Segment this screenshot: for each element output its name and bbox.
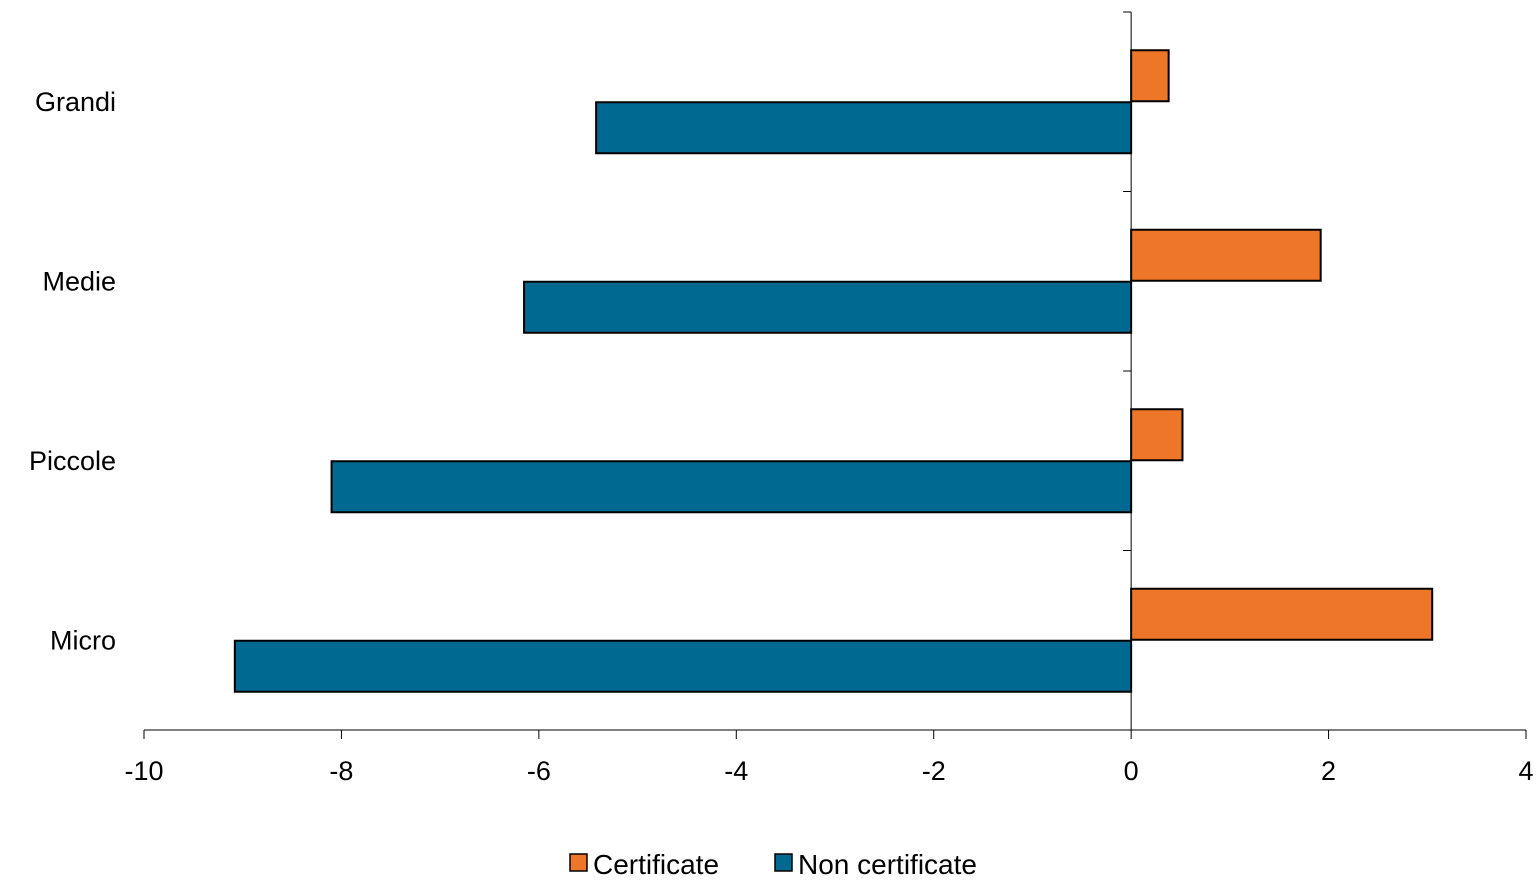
bar-non-certificate-micro bbox=[233, 639, 1133, 693]
x-tick-label: 4 bbox=[1518, 756, 1533, 786]
x-tick-label: -2 bbox=[922, 756, 946, 786]
legend-label-non-certificate: Non certificate bbox=[798, 849, 977, 880]
legend-label-certificate: Certificate bbox=[593, 849, 719, 880]
bar-non-certificate-piccole bbox=[330, 460, 1133, 514]
labels-layer: Micro Piccole Medie Grandi -10 -8 -6 -4 -2 0 2 4 bbox=[29, 87, 1534, 786]
bars-layer bbox=[233, 49, 1434, 693]
bar-certificate-medie bbox=[1130, 228, 1322, 282]
x-tick-label: 0 bbox=[1124, 756, 1139, 786]
bar-non-certificate-medie bbox=[523, 280, 1133, 334]
x-tick-label: -6 bbox=[527, 756, 551, 786]
bar-certificate-grandi bbox=[1130, 49, 1170, 103]
x-tick-label: -10 bbox=[124, 756, 163, 786]
category-label-medie: Medie bbox=[42, 266, 116, 296]
bar-certificate-micro bbox=[1130, 587, 1434, 641]
axes-layer bbox=[143, 11, 1527, 739]
category-label-micro: Micro bbox=[50, 625, 116, 655]
legend-swatch-non-certificate bbox=[774, 853, 793, 872]
x-tick-label: 2 bbox=[1321, 756, 1336, 786]
bar-certificate-piccole bbox=[1130, 408, 1184, 462]
category-label-piccole: Piccole bbox=[29, 446, 116, 476]
bar-non-certificate-grandi bbox=[595, 101, 1133, 155]
legend-swatch-certificate bbox=[569, 853, 588, 872]
x-tick-label: -4 bbox=[724, 756, 748, 786]
x-tick-label: -8 bbox=[329, 756, 353, 786]
legend: Certificate Non certificate bbox=[569, 849, 977, 880]
category-label-grandi: Grandi bbox=[35, 87, 116, 117]
